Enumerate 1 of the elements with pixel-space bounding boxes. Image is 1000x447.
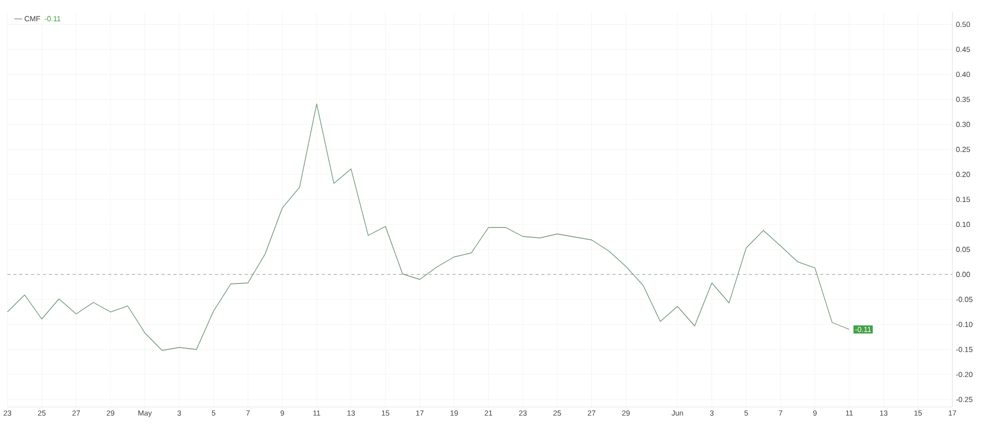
line-series (7, 104, 850, 352)
